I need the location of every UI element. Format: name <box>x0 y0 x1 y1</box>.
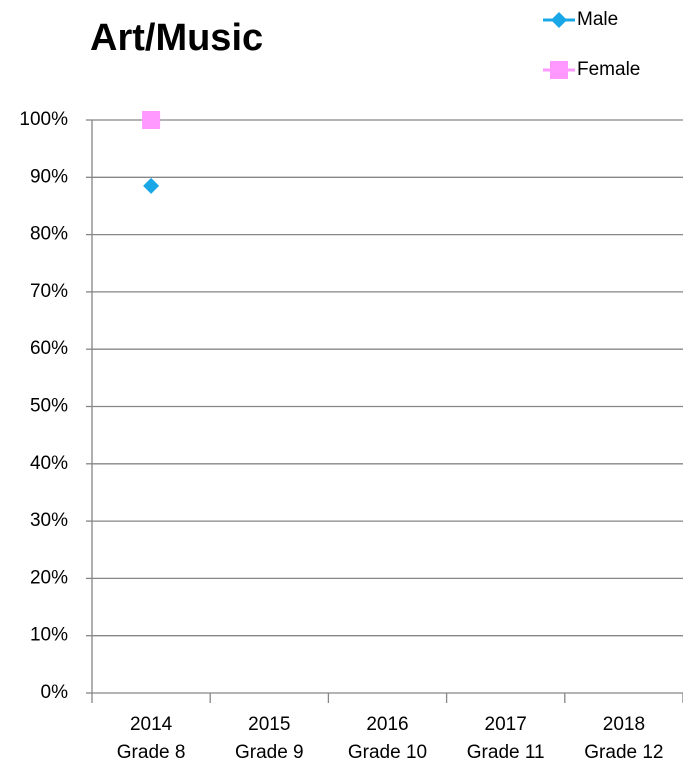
y-tick-label: 80% <box>30 224 68 245</box>
y-tick-label: 70% <box>30 281 68 302</box>
x-tick-label: 2015 <box>248 714 290 735</box>
x-tick-label: 2016 <box>366 714 408 735</box>
data-point <box>143 177 160 194</box>
data-point <box>142 111 161 129</box>
x-tick-label: Grade 9 <box>235 742 304 763</box>
chart-title: Art/Music <box>90 17 263 59</box>
x-tick-label: Grade 8 <box>117 742 186 763</box>
legend-marker <box>550 61 568 79</box>
y-tick-label: 60% <box>30 338 68 359</box>
y-tick-label: 90% <box>30 166 68 187</box>
y-tick-label: 30% <box>30 510 68 531</box>
legend-label: Female <box>577 59 640 80</box>
x-tick-label: Grade 10 <box>348 742 427 763</box>
y-tick-label: 40% <box>30 453 68 474</box>
x-tick-label: 2018 <box>603 714 645 735</box>
y-tick-label: 100% <box>19 109 68 130</box>
legend-label: Male <box>577 9 618 30</box>
x-tick-label: Grade 11 <box>467 742 545 763</box>
y-tick-label: 50% <box>30 396 68 417</box>
x-tick-label: 2014 <box>130 714 173 735</box>
legend-marker <box>551 12 567 28</box>
y-tick-label: 0% <box>41 682 69 703</box>
y-tick-label: 20% <box>30 567 68 588</box>
x-tick-label: Grade 12 <box>584 742 663 763</box>
x-tick-label: 2017 <box>485 714 527 735</box>
y-tick-label: 10% <box>30 625 68 646</box>
